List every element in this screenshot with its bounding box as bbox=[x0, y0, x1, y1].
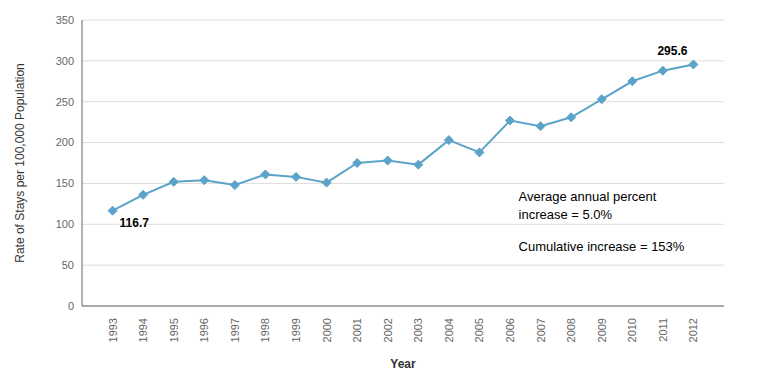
svg-text:Year: Year bbox=[390, 357, 416, 371]
html-text:Average annual percent increas: Average annual percent increase = 5.0% bbox=[518, 189, 657, 223]
svg-text:250: 250 bbox=[56, 96, 74, 108]
svg-text:2012: 2012 bbox=[687, 318, 699, 342]
svg-text:2001: 2001 bbox=[351, 318, 363, 342]
svg-text:350: 350 bbox=[56, 14, 74, 26]
svg-text:1996: 1996 bbox=[198, 318, 210, 342]
svg-text:50: 50 bbox=[62, 259, 74, 271]
svg-text:2006: 2006 bbox=[504, 318, 516, 342]
svg-text:100: 100 bbox=[56, 218, 74, 230]
svg-text:200: 200 bbox=[56, 136, 74, 148]
svg-text:1993: 1993 bbox=[107, 318, 119, 342]
svg-text:2007: 2007 bbox=[535, 318, 547, 342]
svg-text:2004: 2004 bbox=[443, 318, 455, 342]
svg-text:1995: 1995 bbox=[168, 318, 180, 342]
html-text:Cumulative increase = 153%: Cumulative increase = 153% bbox=[518, 239, 685, 255]
svg-text:1999: 1999 bbox=[290, 318, 302, 342]
svg-text:1997: 1997 bbox=[229, 318, 241, 342]
svg-text:2010: 2010 bbox=[626, 318, 638, 342]
svg-text:300: 300 bbox=[56, 55, 74, 67]
svg-text:Rate of Stays per 100,000 Popu: Rate of Stays per 100,000 Population bbox=[13, 63, 27, 262]
svg-text:2009: 2009 bbox=[596, 318, 608, 342]
svg-text:2000: 2000 bbox=[321, 318, 333, 342]
svg-text:2008: 2008 bbox=[565, 318, 577, 342]
svg-text:0: 0 bbox=[68, 300, 74, 312]
svg-text:295.6: 295.6 bbox=[657, 44, 687, 58]
svg-text:1994: 1994 bbox=[137, 318, 149, 342]
svg-text:1998: 1998 bbox=[259, 318, 271, 342]
svg-text:2002: 2002 bbox=[382, 318, 394, 342]
svg-text:150: 150 bbox=[56, 177, 74, 189]
svg-text:116.7: 116.7 bbox=[120, 216, 150, 230]
svg-text:2003: 2003 bbox=[412, 318, 424, 342]
svg-text:2011: 2011 bbox=[657, 318, 669, 342]
svg-text:2005: 2005 bbox=[473, 318, 485, 342]
